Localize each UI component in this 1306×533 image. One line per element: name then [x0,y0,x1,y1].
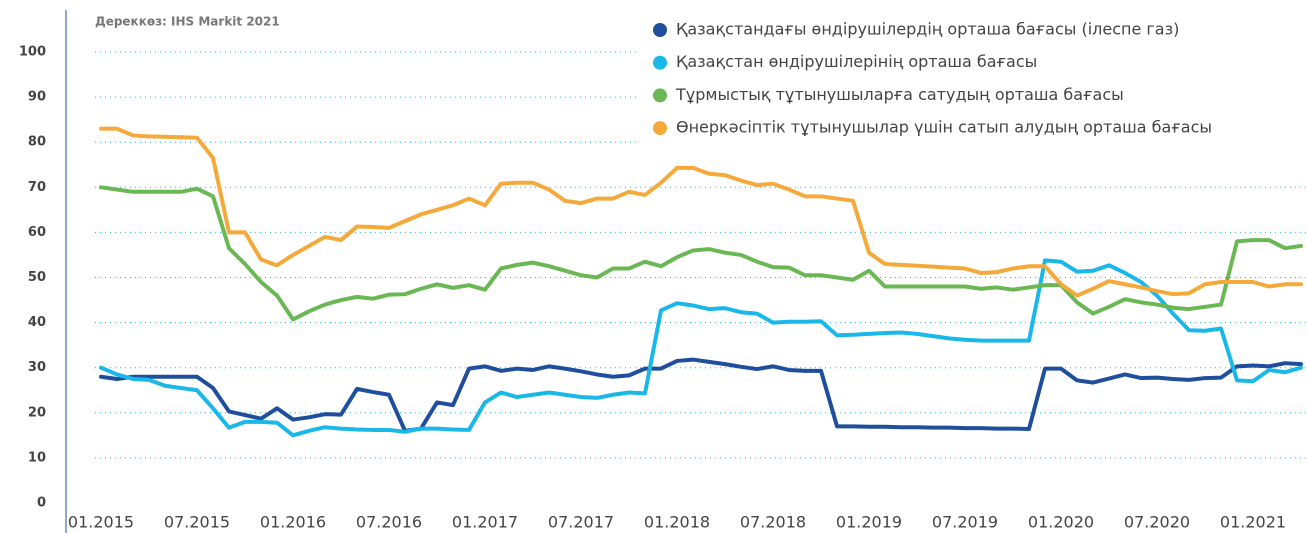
data-line [99,126,1303,298]
x-tick-label: 01.2018 [644,513,710,532]
legend-marker [653,23,667,37]
legend-label: Қазақстан өндірушілерінің орташа бағасы [676,52,1037,71]
x-tick-label: 01.2020 [1028,513,1094,532]
legend-marker [653,88,667,103]
x-tick-label: 01.2017 [452,513,518,532]
legend-marker [653,121,667,136]
y-tick-label: 60 [28,225,46,240]
y-tick-label: 10 [28,450,46,465]
y-tick-label: 90 [28,90,46,105]
legend-label: Тұрмыстық тұтынушыларға сатудың орташа б… [675,85,1124,104]
x-tick-label: 01.2015 [68,513,134,532]
data-line [99,258,1303,438]
legend-label: Өнеркәсіптік тұтынушылар үшін сатып алуд… [676,118,1212,137]
x-tick-label: 07.2016 [356,513,422,532]
y-tick-label: 0 [37,496,46,511]
legend-marker [653,55,667,70]
y-tick-label: 100 [19,45,46,60]
legend-bg [640,8,1306,148]
x-tick-label: 07.2018 [740,513,806,532]
x-tick-label: 07.2019 [932,513,998,532]
x-tick-label: 07.2015 [164,513,230,532]
data-line [99,357,1303,433]
y-tick-label: 20 [28,405,46,420]
x-tick-label: 07.2020 [1124,513,1190,532]
x-tick-label: 07.2017 [548,513,614,532]
y-tick-label: 70 [28,180,46,195]
x-tick-label: 01.2019 [836,513,902,532]
legend-label: Қазақстандағы өндірушілердің орташа баға… [676,20,1179,39]
x-tick-label: 01.2021 [1220,513,1286,532]
y-tick-label: 40 [28,315,46,330]
y-tick-label: 50 [28,270,46,285]
source-note: Дереккөз: IHS Markit 2021 [95,15,280,29]
y-tick-label: 80 [28,135,46,150]
x-tick-label: 01.2016 [260,513,326,532]
data-line [99,185,1303,322]
y-tick-label: 30 [28,360,46,375]
